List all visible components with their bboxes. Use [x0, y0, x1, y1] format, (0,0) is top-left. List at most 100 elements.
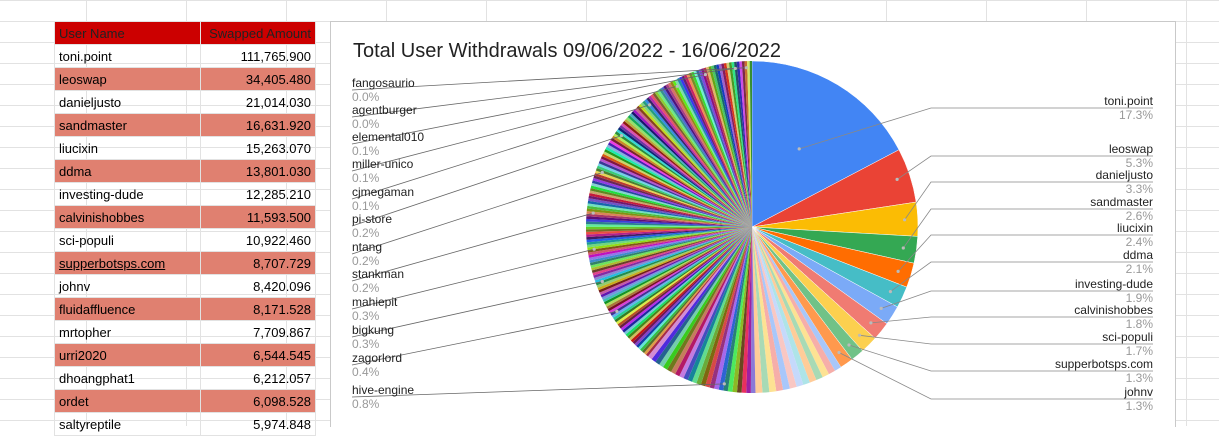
slice-percent: 0.1% [352, 144, 380, 158]
cell-user-name[interactable]: leoswap [54, 67, 201, 91]
cell-swapped-amount[interactable]: 11,593.500 [200, 205, 316, 229]
cell-user-name[interactable]: fluidaffluence [54, 297, 201, 321]
cell-user-name[interactable]: supperbotsps.com [54, 251, 201, 275]
cell-user-name[interactable]: saltyreptile [54, 412, 201, 436]
cell-user-name[interactable]: calvinishobbes [54, 205, 201, 229]
slice-label: leoswap [1109, 142, 1153, 156]
pie-slice [681, 75, 752, 227]
pie-slice [638, 104, 752, 227]
pie-slice [674, 78, 752, 228]
pie-slice [752, 227, 829, 378]
pie-slice [683, 227, 752, 381]
cell-user-name[interactable]: mrtopher [54, 320, 201, 344]
cell-user-name[interactable]: dhoangphat1 [54, 366, 201, 390]
pie-slice [752, 227, 804, 387]
pie-slice [602, 227, 752, 303]
cell-swapped-amount[interactable]: 6,212.057 [200, 366, 316, 390]
pie-slice [592, 177, 752, 227]
slice-label: bigkung [352, 323, 394, 337]
pie-slice [586, 224, 752, 227]
pie-slice [751, 60, 900, 228]
cell-swapped-amount[interactable]: 13,801.030 [200, 159, 316, 183]
pie-slice [597, 163, 752, 227]
pie-slice [691, 227, 752, 384]
slice-percent: 0.2% [352, 281, 380, 295]
cell-swapped-amount[interactable]: 8,707.729 [200, 251, 316, 275]
header-user-name[interactable]: User Name [54, 21, 201, 45]
leader-dot [896, 269, 900, 273]
pie-slice [665, 83, 752, 227]
pie-slice [632, 109, 752, 227]
pie-slice [721, 63, 752, 227]
pie-slice [595, 227, 752, 286]
slice-percent: 0.4% [352, 365, 380, 379]
cell-user-name[interactable]: johnv [54, 274, 201, 298]
leader-dot [858, 333, 862, 337]
cell-user-name[interactable]: danieljusto [54, 90, 201, 114]
pie-slice [731, 61, 752, 227]
pie-slice [656, 89, 752, 227]
pie-slice [614, 131, 752, 227]
pie-slice [752, 227, 777, 393]
cell-swapped-amount[interactable]: 8,171.528 [200, 297, 316, 321]
pie-slice [586, 227, 752, 238]
cell-user-name[interactable]: investing-dude [54, 182, 201, 206]
leader-dot [615, 309, 619, 313]
pie-slice [598, 160, 752, 227]
pie-slice [718, 227, 752, 391]
pie-slice [700, 227, 752, 387]
pie-slice [654, 91, 752, 228]
cell-user-name[interactable]: sci-populi [54, 228, 201, 252]
cell-user-name[interactable]: sandmaster [54, 113, 201, 137]
pie-slice [711, 65, 752, 227]
cell-swapped-amount[interactable]: 12,285.210 [200, 182, 316, 206]
cell-swapped-amount[interactable]: 10,922.460 [200, 228, 316, 252]
table-row: sandmaster 16,631.920 [54, 113, 316, 137]
cell-swapped-amount[interactable]: 8,420.096 [200, 274, 316, 298]
cell-swapped-amount[interactable]: 16,631.920 [200, 113, 316, 137]
header-swapped-amount[interactable]: Swapped Amount [200, 21, 316, 45]
pie-slice [607, 142, 752, 227]
cell-swapped-amount[interactable]: 34,405.480 [200, 67, 316, 91]
cell-swapped-amount[interactable]: 111,765.900 [200, 44, 316, 68]
pie-slice [659, 227, 752, 368]
pie-slice [611, 227, 752, 318]
pie-slice [736, 227, 752, 393]
pie-slice [644, 98, 752, 227]
pie-slice [625, 227, 752, 337]
pie-slice [747, 61, 752, 227]
cell-user-name[interactable]: urri2020 [54, 343, 201, 367]
table-row: supperbotsps.com 8,707.729 [54, 251, 316, 275]
pie-slice [752, 227, 790, 391]
pie-slice [661, 86, 752, 227]
table-row: ddma 13,801.030 [54, 159, 316, 183]
leader-line [881, 290, 1153, 309]
cell-user-name[interactable]: ddma [54, 159, 201, 183]
pie-slice [632, 227, 752, 345]
leader-line [351, 383, 725, 398]
leader-line [351, 172, 603, 255]
leader-dot [869, 321, 873, 325]
slice-label: zagorlord [352, 351, 402, 365]
cell-swapped-amount[interactable]: 21,014.030 [200, 90, 316, 114]
leader-dot [703, 73, 707, 77]
cell-user-name[interactable]: liucixin [54, 136, 201, 160]
cell-swapped-amount[interactable]: 15,263.070 [200, 136, 316, 160]
leader-dot [675, 84, 679, 88]
pie-slice [647, 227, 752, 360]
leader-dot [592, 247, 596, 251]
pie-slice [696, 227, 752, 385]
cell-user-name[interactable]: toni.point [54, 44, 201, 68]
slice-percent: 1.8% [1126, 317, 1154, 331]
cell-swapped-amount[interactable]: 7,709.867 [200, 320, 316, 344]
pie-chart[interactable]: Total User Withdrawals 09/06/2022 - 16/0… [330, 21, 1176, 427]
cell-swapped-amount[interactable]: 6,544.545 [200, 343, 316, 367]
cell-user-name[interactable]: ordet [54, 389, 201, 413]
pie-slice [590, 185, 752, 227]
leader-dot [895, 177, 899, 181]
pie-slice [586, 227, 752, 232]
cell-swapped-amount[interactable]: 6,098.528 [200, 389, 316, 413]
slice-label: sandmaster [1090, 195, 1153, 209]
pie-slice [652, 92, 752, 227]
cell-swapped-amount[interactable]: 5,974.848 [200, 412, 316, 436]
